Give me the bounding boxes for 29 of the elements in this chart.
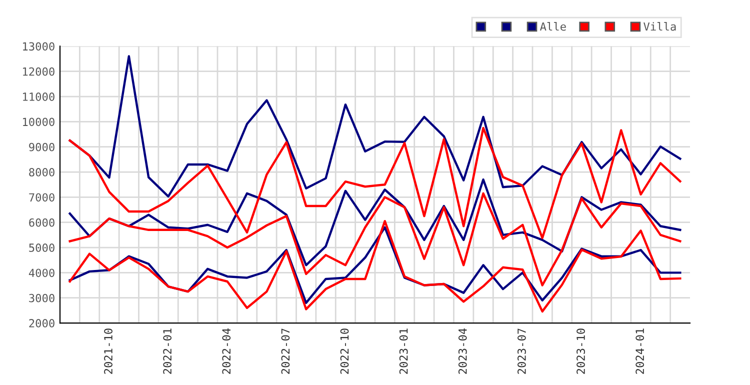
x-tick-label: 2021-10 [104, 328, 112, 374]
legend-label: Villa [644, 22, 676, 31]
line-series [68, 126, 682, 240]
legend-label: Alle [540, 22, 566, 31]
y-tick-label: 7000 [29, 193, 54, 202]
y-tick-label: 4000 [28, 268, 54, 278]
x-tick-label: 2022-10 [340, 328, 349, 374]
y-tick-label: 6000 [29, 218, 54, 227]
x-tick-label: 2023-04 [458, 328, 467, 374]
y-tick-label: 9000 [29, 142, 54, 152]
y-tick-label: 10000 [23, 118, 54, 126]
y-tick-label: 8000 [29, 168, 54, 176]
x-tick-label: 2024-01 [636, 328, 644, 374]
x-tick-label: 2023-01 [399, 328, 408, 374]
x-tick-label: 2023-07 [518, 328, 526, 374]
y-tick-label: 11000 [23, 92, 54, 101]
line-series [68, 226, 682, 304]
y-tick-label: 13000 [23, 42, 54, 51]
y-tick-label: 5000 [29, 244, 54, 252]
y-tick-label: 12000 [23, 67, 54, 76]
x-tick-label: 2023-10 [576, 328, 585, 374]
x-tick-label: 2022-04 [222, 328, 231, 374]
x-tick-label: 2022-01 [163, 328, 172, 374]
line-series [68, 192, 682, 286]
x-tick-label: 2022-07 [281, 328, 290, 374]
line-series [68, 220, 682, 313]
y-tick-label: 3000 [29, 294, 54, 302]
line-series [68, 178, 682, 266]
y-tick-label: 2000 [29, 319, 54, 328]
